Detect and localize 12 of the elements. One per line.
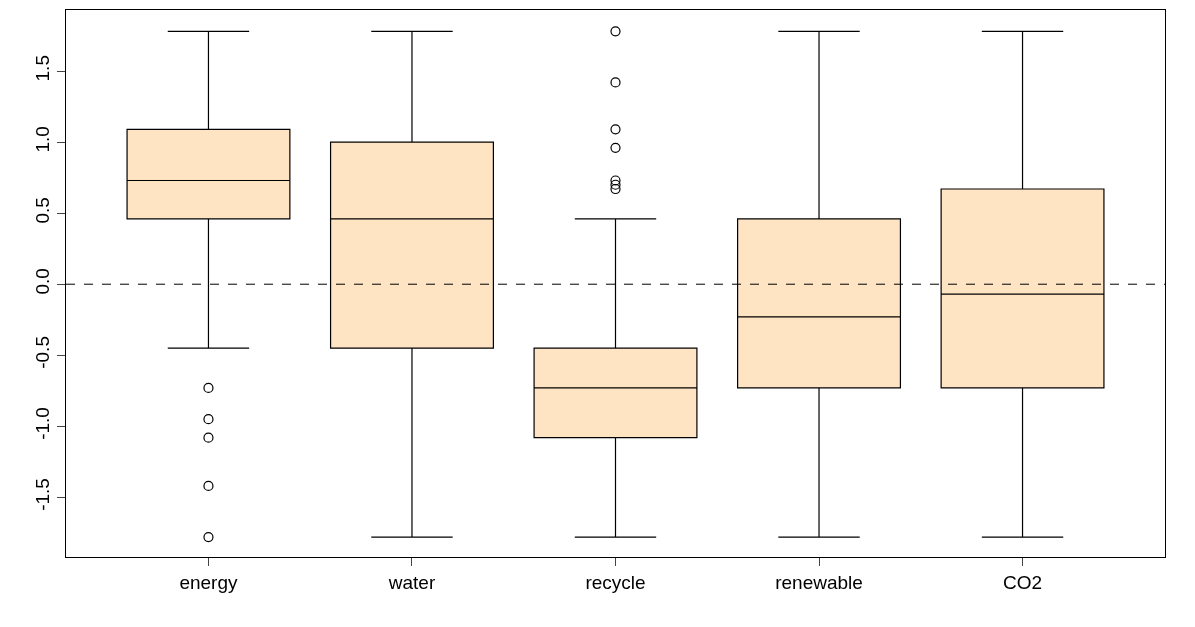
x-tick-label: renewable [775, 571, 863, 593]
y-tick-label: 0.5 [32, 197, 54, 224]
x-tick-label: water [387, 571, 436, 593]
y-tick-label: 1.0 [32, 126, 54, 153]
y-tick-label: 1.5 [32, 55, 54, 82]
y-tick-label: -1.0 [32, 407, 54, 440]
x-tick-label: recycle [585, 571, 646, 593]
y-tick-label: -1.5 [32, 478, 54, 511]
y-tick-label: -0.5 [32, 336, 54, 369]
y-tick-label: 0.0 [32, 268, 54, 295]
x-tick-label: CO2 [1003, 571, 1043, 593]
x-tick-label: energy [179, 571, 238, 593]
